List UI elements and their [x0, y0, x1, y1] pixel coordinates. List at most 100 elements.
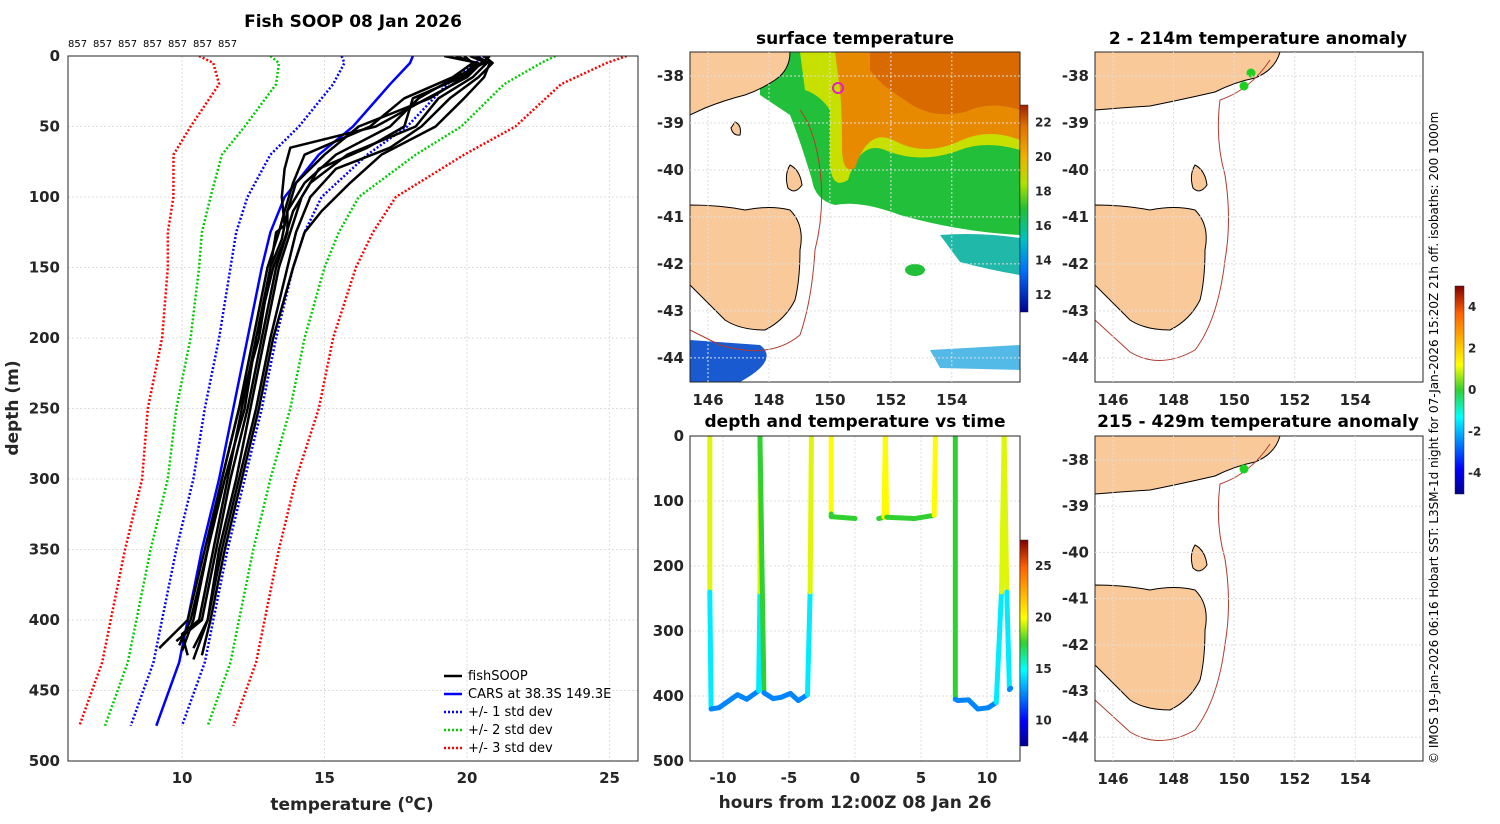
profile-x-tick: 10	[172, 769, 193, 787]
anomaly-colorbar-ticks: 4 2 0 -2 -4	[1468, 300, 1481, 480]
profile-y-tick: 400	[29, 611, 60, 629]
fishsoop-cast-4	[180, 56, 489, 652]
std-line-std1-lower	[129, 56, 346, 727]
profile-y-tick: 500	[29, 752, 60, 770]
legend-std2: +/- 2 std dev	[468, 723, 553, 738]
time-xlabel: hours from 12:00Z 08 Jan 26	[719, 793, 992, 813]
map-y-tick: -44	[1062, 349, 1089, 367]
std-line-std3-upper	[232, 56, 628, 727]
map-x-tick: 150	[1218, 770, 1249, 788]
map-x-tick: 148	[1158, 391, 1189, 409]
profile-x-tick: 25	[599, 769, 620, 787]
anomaly-upper-land-mainland	[1094, 51, 1281, 111]
profile-y-ticks: 0 50 100 150 200 250 300 350 400 450 500	[29, 47, 60, 770]
map-y-tick: -39	[657, 114, 684, 132]
colorbar-tick: 20	[1035, 150, 1052, 164]
sst-isobath	[689, 109, 823, 352]
fishsoop-casts	[158, 56, 494, 660]
map-x-tick: 148	[753, 391, 784, 409]
colorbar-tick: 20	[1035, 610, 1052, 624]
anomaly-colorbar	[1454, 285, 1465, 495]
legend-cars: CARS at 38.3S 149.3E	[468, 687, 611, 702]
anomaly-lower-isobath	[1094, 443, 1271, 741]
profile-x-tick: 20	[457, 769, 478, 787]
anomaly-lower-panel: 215 - 429m temperature anomaly 146 148 150…	[1062, 412, 1424, 788]
map-y-tick: -43	[1062, 302, 1089, 320]
map-x-tick: 154	[936, 391, 967, 409]
sst-map-panel: surface temperature 146 148 150 152 154 -38-…	[657, 29, 1052, 409]
std-line-std2-upper	[206, 56, 556, 727]
profile-y-tick: 200	[29, 329, 60, 347]
map-y-tick: -42	[1062, 255, 1089, 273]
profile-ylabel: depth (m)	[3, 360, 23, 455]
map-x-tick: 148	[1158, 770, 1189, 788]
time-trace-segment	[757, 436, 767, 696]
legend-std3: +/- 3 std dev	[468, 741, 553, 756]
time-y-tick: 500	[653, 752, 684, 770]
anomaly-lower-y-ticks: -38 -39 -40 -41 -42 -43 -44	[1062, 451, 1423, 746]
profile-x-tick: 15	[314, 769, 335, 787]
cast-id-label: 857	[118, 39, 137, 50]
map-x-tick: 154	[1340, 770, 1371, 788]
anomaly-upper-point-1	[1246, 68, 1256, 78]
time-trace-segment	[993, 589, 1005, 705]
colorbar-tick: 12	[1035, 288, 1052, 302]
map-y-tick: -39	[1062, 114, 1089, 132]
time-colorbar-ticks: 10 15 20 25	[1035, 559, 1052, 728]
map-y-tick: -38	[1062, 67, 1089, 85]
profile-legend: fishSOOP CARS at 38.3S 149.3E +/- 1 std …	[444, 669, 611, 756]
sst-colorbar-ticks: 12 14 16 18 20 22	[1035, 115, 1052, 302]
time-x-ticks: -10 -5 0 5 10	[709, 436, 997, 787]
profile-axes	[67, 55, 639, 762]
map-x-tick: 152	[875, 391, 906, 409]
time-trace-segment	[882, 436, 890, 520]
sst-field-dark-orange	[870, 52, 1020, 115]
colorbar-tick: 22	[1035, 115, 1052, 129]
time-x-tick: 5	[916, 769, 926, 787]
map-x-tick: 152	[1279, 770, 1310, 788]
fishsoop-cast-5	[178, 56, 480, 646]
map-y-tick: -44	[1062, 728, 1089, 746]
fishsoop-cast-6	[192, 56, 494, 660]
time-colorbar	[1019, 539, 1029, 747]
cast-id-label: 857	[93, 39, 112, 50]
std-dev-lines	[78, 56, 628, 727]
time-trace-segment	[828, 514, 858, 522]
map-y-tick: -41	[1062, 208, 1089, 226]
profile-y-tick: 250	[29, 400, 60, 418]
time-y-tick: 200	[653, 557, 684, 575]
sst-land-tasmania	[689, 204, 802, 331]
map-x-tick: 146	[1097, 391, 1128, 409]
anomaly-lower-land-mainland	[1094, 435, 1281, 495]
sst-field-teal	[940, 234, 1020, 275]
colorbar-tick: 2	[1468, 341, 1476, 355]
colorbar-tick: 4	[1468, 300, 1476, 314]
cast-id-label: 857	[143, 39, 162, 50]
time-trace-segment	[807, 436, 814, 595]
sst-colorbar	[1019, 104, 1029, 313]
time-trace-segment	[756, 589, 763, 694]
map-y-tick: -44	[657, 349, 684, 367]
profile-y-tick: 300	[29, 470, 60, 488]
cast-id-label: 857	[168, 39, 187, 50]
time-trace-segment	[931, 436, 939, 518]
sst-land-mainland	[689, 51, 791, 116]
time-panel: depth and temperature vs time -10 -5 0 5 10 …	[653, 412, 1052, 813]
anomaly-upper-y-ticks: -38 -39 -40 -41 -42 -43 -44	[1062, 67, 1423, 367]
anomaly-upper-land-flinders	[1190, 164, 1208, 192]
profile-y-tick: 50	[39, 118, 60, 136]
fishsoop-cast-8	[200, 56, 492, 656]
sst-land-king-island	[730, 121, 741, 136]
map-y-tick: -43	[657, 302, 684, 320]
sst-land-flinders	[785, 164, 803, 192]
profile-panel: Fish SOOP 08 Jan 2026 857 857 857 857 857 857…	[3, 12, 639, 815]
profile-grid	[68, 56, 638, 761]
map-x-tick: 150	[1218, 391, 1249, 409]
map-y-tick: -39	[1062, 497, 1089, 515]
time-trace-segment	[1006, 685, 1014, 692]
legend-std1: +/- 1 std dev	[468, 705, 553, 720]
std-line-std2-lower	[103, 56, 281, 727]
anomaly-upper-point-2	[1239, 81, 1249, 91]
map-y-tick: -43	[1062, 682, 1089, 700]
